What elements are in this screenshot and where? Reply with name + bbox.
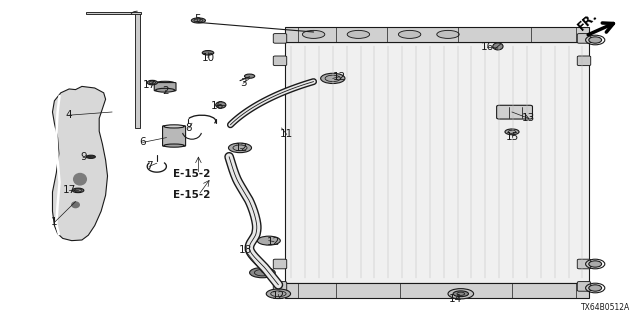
FancyBboxPatch shape	[273, 282, 287, 291]
Ellipse shape	[147, 80, 157, 85]
Ellipse shape	[73, 173, 87, 186]
Ellipse shape	[164, 144, 184, 147]
Ellipse shape	[244, 74, 255, 78]
Text: 12: 12	[268, 236, 280, 247]
Polygon shape	[52, 86, 108, 241]
FancyBboxPatch shape	[273, 259, 287, 269]
Text: 13: 13	[522, 113, 535, 124]
Text: 6: 6	[140, 137, 146, 148]
Text: 9: 9	[80, 152, 86, 163]
FancyBboxPatch shape	[154, 83, 176, 91]
Text: 11: 11	[280, 129, 293, 140]
Ellipse shape	[216, 102, 226, 108]
FancyBboxPatch shape	[577, 56, 591, 66]
Ellipse shape	[228, 143, 252, 153]
Ellipse shape	[321, 73, 345, 84]
Ellipse shape	[505, 129, 519, 135]
Text: 18: 18	[239, 245, 252, 255]
FancyBboxPatch shape	[285, 27, 589, 42]
Ellipse shape	[164, 125, 184, 128]
Text: FR.: FR.	[575, 9, 600, 34]
Ellipse shape	[266, 289, 291, 299]
Ellipse shape	[86, 155, 95, 158]
Ellipse shape	[156, 81, 175, 85]
Text: 12: 12	[272, 291, 285, 301]
Ellipse shape	[448, 289, 474, 299]
Text: 5: 5	[194, 14, 200, 24]
Circle shape	[589, 261, 602, 267]
FancyBboxPatch shape	[577, 282, 591, 291]
Text: 1: 1	[51, 217, 58, 228]
FancyBboxPatch shape	[285, 283, 589, 298]
Text: 12: 12	[333, 72, 346, 82]
Text: 7: 7	[146, 161, 152, 172]
Ellipse shape	[202, 51, 214, 55]
FancyBboxPatch shape	[135, 13, 140, 128]
Ellipse shape	[303, 30, 325, 38]
Ellipse shape	[398, 30, 421, 38]
FancyBboxPatch shape	[163, 126, 186, 146]
FancyBboxPatch shape	[497, 105, 532, 119]
FancyBboxPatch shape	[285, 42, 589, 283]
Ellipse shape	[453, 291, 468, 297]
Text: E-15-2: E-15-2	[173, 169, 210, 180]
Text: 4: 4	[66, 110, 72, 120]
Ellipse shape	[191, 18, 205, 23]
FancyBboxPatch shape	[577, 34, 591, 43]
Text: 8: 8	[186, 123, 192, 133]
Text: 3: 3	[240, 78, 246, 88]
Text: 16: 16	[211, 101, 224, 111]
Ellipse shape	[156, 88, 175, 92]
Ellipse shape	[71, 201, 80, 208]
Text: 14: 14	[449, 294, 462, 304]
Text: 2: 2	[162, 86, 168, 96]
FancyBboxPatch shape	[577, 259, 591, 269]
Ellipse shape	[72, 188, 84, 193]
Text: 10: 10	[202, 52, 214, 63]
Text: E-15-2: E-15-2	[173, 190, 210, 200]
Circle shape	[589, 285, 602, 291]
Ellipse shape	[493, 43, 503, 50]
Ellipse shape	[437, 30, 460, 38]
Text: 15: 15	[506, 132, 518, 142]
Ellipse shape	[257, 236, 280, 245]
Text: 16: 16	[481, 42, 494, 52]
FancyBboxPatch shape	[273, 34, 287, 43]
Ellipse shape	[348, 30, 370, 38]
Text: 17: 17	[63, 185, 76, 196]
Text: 17: 17	[143, 80, 156, 90]
Text: 12: 12	[236, 143, 248, 153]
Ellipse shape	[250, 268, 275, 278]
Circle shape	[589, 37, 602, 43]
FancyBboxPatch shape	[273, 56, 287, 66]
FancyBboxPatch shape	[86, 12, 141, 14]
Text: TX64B0512A: TX64B0512A	[581, 303, 630, 312]
